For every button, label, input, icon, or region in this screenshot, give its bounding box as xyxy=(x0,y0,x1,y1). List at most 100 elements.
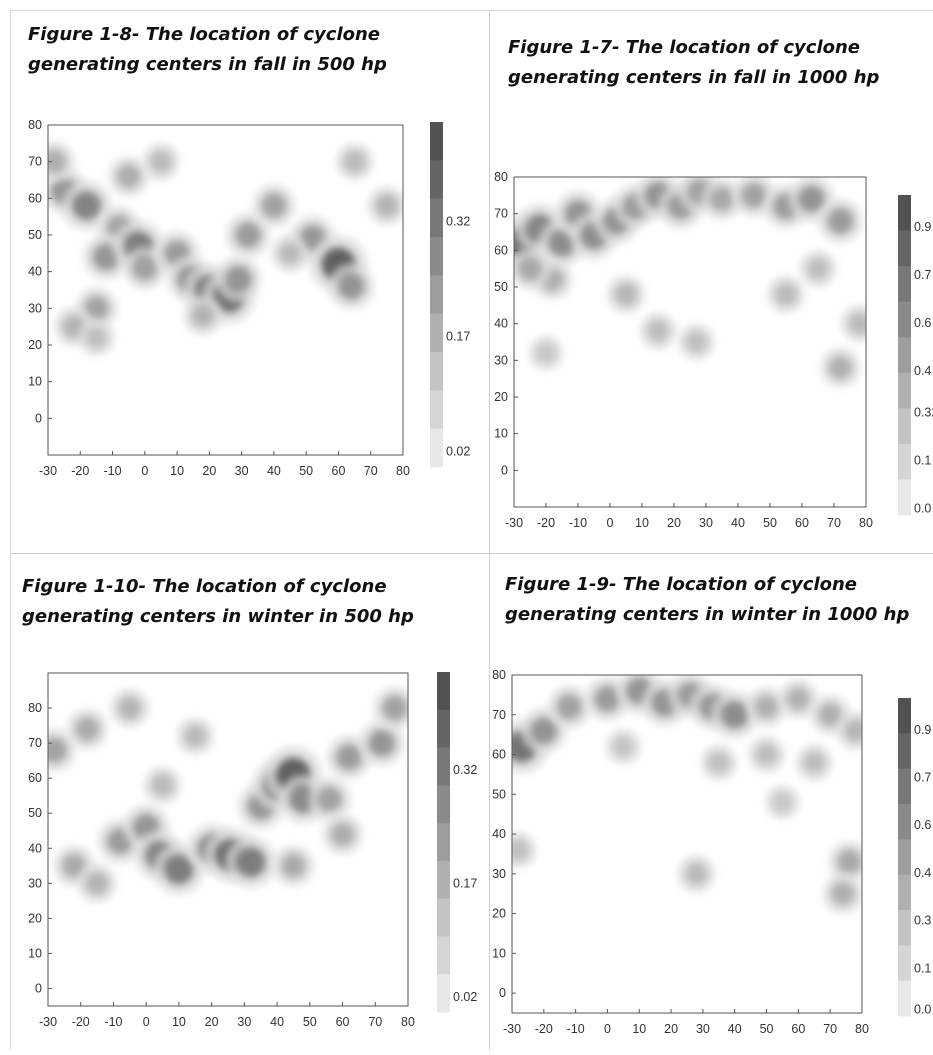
x-tick-label: 50 xyxy=(303,1015,317,1029)
colorbar-label: 0.9 xyxy=(914,723,931,737)
cyclone-center-mark xyxy=(828,355,853,380)
density-field xyxy=(48,141,403,356)
colorbar-step xyxy=(437,709,450,749)
y-tick-label: 0 xyxy=(499,986,506,1000)
colorbar-label: 0.4 xyxy=(914,866,931,880)
y-tick-label: 50 xyxy=(494,280,508,294)
plot-area xyxy=(512,675,862,1013)
x-tick-label: 20 xyxy=(667,516,681,530)
cyclone-center-mark xyxy=(741,182,767,208)
x-tick-label: 70 xyxy=(827,516,841,530)
x-tick-label: 60 xyxy=(332,464,346,478)
cyclone-center-mark xyxy=(191,304,215,328)
cyclone-center-mark xyxy=(530,717,558,745)
colorbar-step xyxy=(898,768,911,805)
cyclone-center-mark xyxy=(149,150,172,173)
colorbar-label: 0.02 xyxy=(446,445,470,459)
colorbar-step xyxy=(898,479,911,516)
cyclone-center-mark xyxy=(798,185,826,213)
cyclone-center-mark xyxy=(685,862,708,885)
chart-panel-winter-1000: -30 -20 -10 0 10 20 30 40 50 60 70 80 80 70 60 50 40 30 20… xyxy=(489,665,933,1050)
x-tick-label: 10 xyxy=(170,464,184,478)
x-tick-label: 40 xyxy=(728,1022,742,1036)
x-tick-label: 80 xyxy=(855,1022,869,1036)
cyclone-center-mark xyxy=(279,242,302,265)
cyclone-center-mark xyxy=(48,149,67,174)
colorbar-label: 0.02 xyxy=(453,990,477,1004)
y-tick-label: 30 xyxy=(28,876,42,890)
x-tick-label: 30 xyxy=(699,516,713,530)
y-tick-label: 40 xyxy=(28,841,42,855)
figure-caption-1-8: Figure 1-8- The location of cyclone gene… xyxy=(28,24,387,75)
colorbar-label: 0.0 xyxy=(914,1003,931,1017)
colorbar-label: 0.6 xyxy=(914,316,931,330)
y-tick-label: 10 xyxy=(492,946,506,960)
x-tick-label: 80 xyxy=(859,516,873,530)
y-tick-label: 20 xyxy=(28,338,42,352)
colorbar-step xyxy=(437,860,450,900)
y-tick-label: 10 xyxy=(28,946,42,960)
cyclone-center-mark xyxy=(844,719,862,742)
colorbar-label: 0.7 xyxy=(914,771,931,785)
horizontal-divider xyxy=(10,553,933,554)
y-tick-label: 20 xyxy=(494,390,508,404)
plot-frame xyxy=(513,176,867,508)
cyclone-center-mark xyxy=(818,703,842,727)
colorbar-step xyxy=(430,198,443,238)
colorbar-step xyxy=(437,823,450,862)
x-tick-label: 20 xyxy=(202,464,216,478)
y-tick-label: 50 xyxy=(492,787,506,801)
cyclone-center-mark xyxy=(827,207,854,235)
colorbar-step xyxy=(898,874,911,911)
cyclone-center-mark xyxy=(261,193,287,219)
colorbar-label: 0.32 xyxy=(446,215,470,229)
colorbar-label: 0.1 xyxy=(914,961,931,975)
y-tick-label: 10 xyxy=(28,375,42,389)
y-tick-label: 0 xyxy=(501,463,508,477)
x-tick-label: 80 xyxy=(401,1015,415,1029)
x-tick-label: -30 xyxy=(39,1015,57,1029)
cyclone-center-mark xyxy=(281,853,306,878)
chart-panel-fall-1000: -30 -20 -10 0 10 20 30 40 50 60 70 80 80 70 60 50 40 30 20… xyxy=(489,170,933,550)
colorbar-step xyxy=(437,974,450,1013)
cyclone-center-mark xyxy=(72,191,102,221)
cyclone-center-mark xyxy=(837,849,862,875)
chart-svg: -30 -20 -10 0 10 20 30 40 50 60 70 80 80 70 60 50 40 30 20… xyxy=(28,118,470,478)
cyclone-center-mark xyxy=(375,194,399,218)
colorbar-step xyxy=(898,408,911,445)
x-tick-label: 70 xyxy=(364,464,378,478)
colorbar-label: 0.17 xyxy=(446,330,470,344)
colorbar-label: 0.17 xyxy=(453,877,477,891)
figure-caption-1-7: Figure 1-7- The location of cyclone gene… xyxy=(508,37,880,88)
cyclone-center-mark xyxy=(225,265,252,293)
colorbar-step xyxy=(898,372,911,409)
cyclone-center-mark xyxy=(75,717,100,742)
y-tick-label: 50 xyxy=(28,806,42,820)
cyclone-center-mark xyxy=(786,687,810,711)
x-tick-label: 60 xyxy=(336,1015,350,1029)
plot-frame xyxy=(47,672,409,1007)
colorbar-label: 0.7 xyxy=(914,268,931,282)
cyclone-center-mark xyxy=(132,255,158,281)
x-tick-label: 20 xyxy=(664,1022,678,1036)
colorbar-step xyxy=(898,230,911,267)
y-tick-label: 80 xyxy=(28,701,42,715)
colorbar-step xyxy=(430,122,443,161)
x-tick-label: -30 xyxy=(503,1022,521,1036)
x-tick-label: 0 xyxy=(607,516,614,530)
x-tick-label: -20 xyxy=(71,464,89,478)
cyclone-center-mark xyxy=(116,164,141,189)
x-tick-label: -30 xyxy=(39,464,57,478)
colorbar-step xyxy=(430,390,443,430)
y-tick-label: 60 xyxy=(28,191,42,205)
cyclone-center-mark xyxy=(337,272,365,300)
y-tick-label: 60 xyxy=(492,748,506,762)
chart-svg: -30 -20 -10 0 10 20 30 40 50 60 70 80 80 70 60 50 40 30 20… xyxy=(494,170,933,530)
cyclone-center-mark xyxy=(685,331,708,353)
y-tick-label: 70 xyxy=(28,155,42,169)
cyclone-center-mark xyxy=(548,229,576,257)
cyclone-center-mark xyxy=(85,871,109,895)
cyclone-center-mark xyxy=(84,295,109,321)
y-tick-label: 0 xyxy=(35,981,42,995)
colorbar-label: 0.0 xyxy=(914,502,931,516)
